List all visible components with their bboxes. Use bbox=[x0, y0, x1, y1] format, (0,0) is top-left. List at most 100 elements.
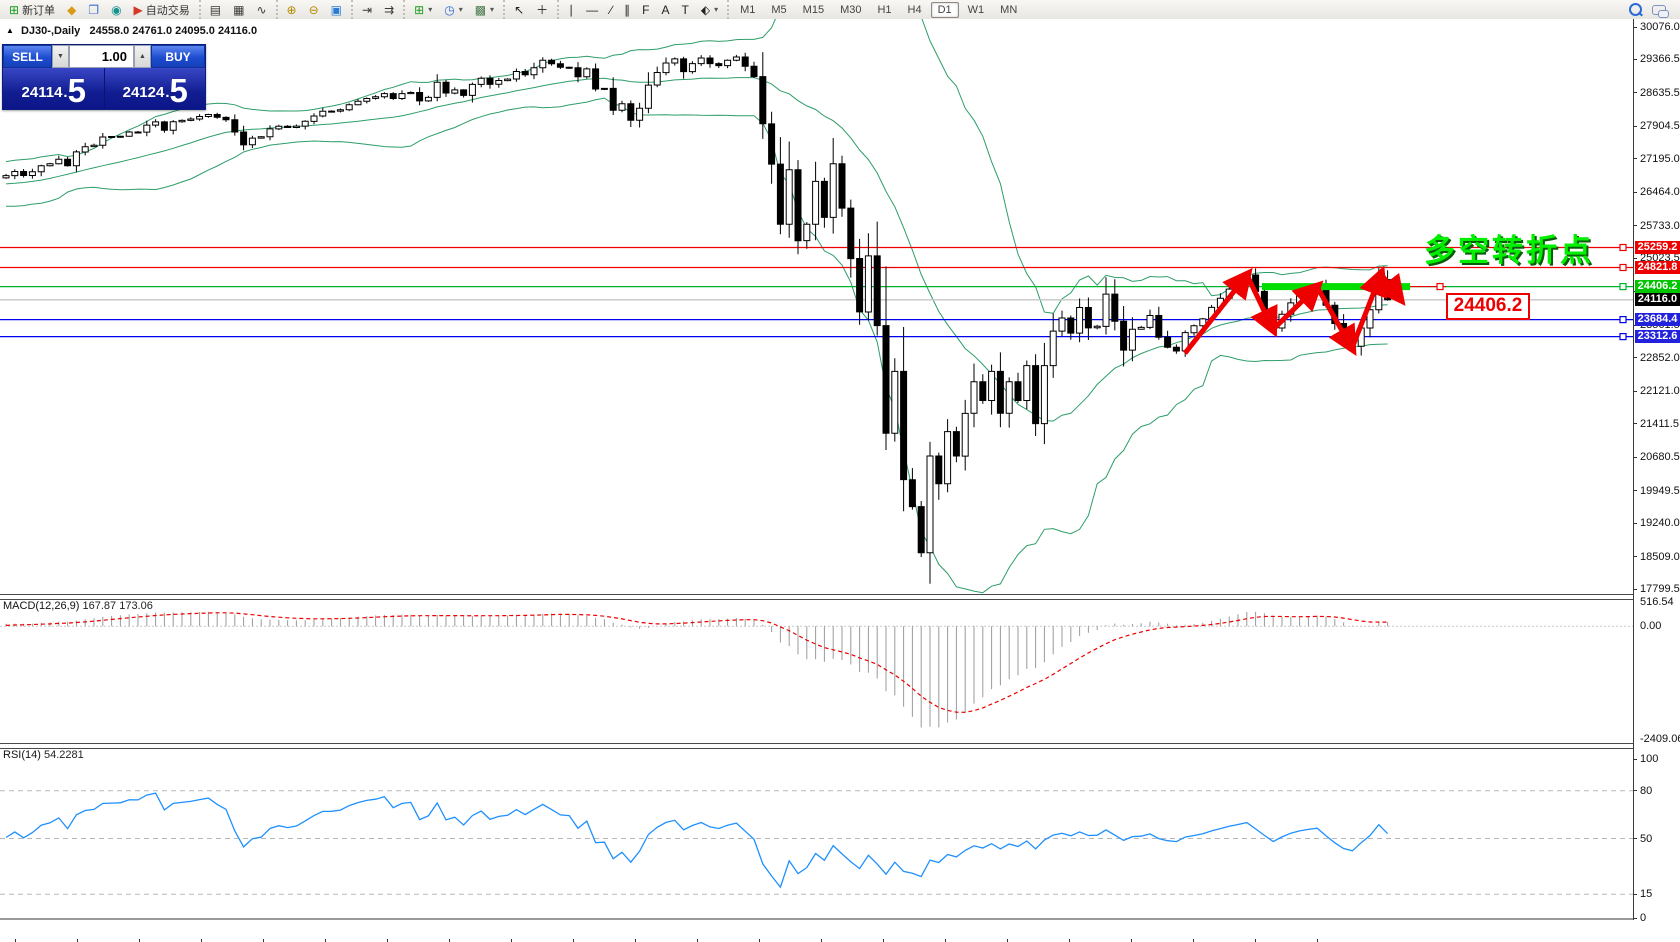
zoom-in-button[interactable]: ⊕ bbox=[282, 2, 302, 18]
zoom-out-button[interactable]: ⊖ bbox=[304, 2, 324, 18]
templates-button[interactable]: ▩ ▾ bbox=[470, 2, 499, 18]
macd-pane-canvas[interactable] bbox=[0, 598, 1633, 743]
x-axis-tickmark bbox=[511, 939, 512, 942]
x-axis-tickmark bbox=[77, 939, 78, 942]
buy-button[interactable]: BUY bbox=[151, 45, 205, 68]
signals-button[interactable]: ◉ bbox=[106, 2, 126, 18]
chevron-down-icon: ▾ bbox=[428, 5, 433, 14]
price-level-tag[interactable]: 23684.4 bbox=[1635, 313, 1680, 327]
timeframe-d1-button[interactable]: D1 bbox=[930, 1, 959, 18]
timeframe-m1-button[interactable]: M1 bbox=[740, 3, 756, 16]
arrows-button[interactable]: ⬖ ▾ bbox=[696, 2, 723, 18]
x-axis-tickmark bbox=[883, 939, 884, 942]
cursor-icon: ↖ bbox=[514, 2, 525, 17]
toolbar-group-timeframes: M1 M5 M15 M30 H1 H4 D1 W1 MN bbox=[727, 0, 1028, 19]
line-chart-button[interactable]: ∿ bbox=[251, 2, 271, 18]
gold-symbols-icon: ◆ bbox=[67, 2, 77, 17]
line-chart-icon: ∿ bbox=[256, 2, 267, 17]
toolbar-group-main: ⊞ 新订单 ◆ ❐ ◉ ▶ 自动交易 bbox=[0, 0, 199, 19]
pane-separator[interactable] bbox=[0, 594, 1633, 600]
crosshair-icon: ＋ bbox=[536, 2, 549, 17]
y-axis-tick-label: 22852.0 bbox=[1640, 351, 1680, 364]
bar-chart-button[interactable]: ▤ bbox=[205, 2, 226, 18]
y-axis-tickmark bbox=[1633, 390, 1637, 392]
candlestick-chart-button[interactable]: ▦ bbox=[228, 2, 249, 18]
buy-price-int: 24124 bbox=[122, 84, 165, 101]
new-order-button[interactable]: ⊞ 新订单 bbox=[4, 0, 60, 20]
y-axis-tick-label: 18509.0 bbox=[1640, 550, 1680, 563]
new-order-icon: ⊞ bbox=[9, 2, 20, 17]
text-label-icon: T bbox=[681, 2, 689, 17]
y-axis-tickmark bbox=[1633, 456, 1637, 458]
chat-icon[interactable] bbox=[1652, 4, 1669, 18]
timeframe-mn-button[interactable]: MN bbox=[1000, 3, 1018, 16]
volume-input[interactable]: 1.00 bbox=[69, 45, 134, 68]
price-level-tag[interactable]: 23312.6 bbox=[1635, 330, 1680, 344]
y-axis-tickmark bbox=[1633, 257, 1637, 259]
profiles-button[interactable]: ◷ ▾ bbox=[439, 2, 468, 18]
crosshair-button[interactable]: ＋ bbox=[531, 2, 553, 18]
auto-trading-button[interactable]: ▶ 自动交易 bbox=[129, 0, 195, 20]
horizontal-line-button[interactable]: — bbox=[581, 2, 603, 18]
cursor-button[interactable]: ↖ bbox=[509, 2, 529, 18]
y-axis-tickmark bbox=[1633, 158, 1637, 160]
timeframe-h1-button[interactable]: H1 bbox=[877, 3, 892, 16]
timeframe-m5-button[interactable]: M5 bbox=[771, 3, 787, 16]
text-button[interactable]: A bbox=[657, 2, 675, 18]
macd-scale-zero: 0.00 bbox=[1640, 620, 1662, 633]
trend-line-button[interactable]: ∕ bbox=[605, 2, 617, 18]
rsi-tickmark bbox=[1633, 838, 1637, 839]
chart-shift-icon: ⇥ bbox=[362, 2, 373, 17]
sell-price[interactable]: 24114. 5 bbox=[3, 68, 105, 109]
rsi-pane-canvas[interactable] bbox=[0, 747, 1633, 920]
toolbar-group-scroll: ⇥ ⇉ bbox=[351, 0, 403, 19]
auto-scroll-button[interactable]: ⇉ bbox=[379, 2, 399, 18]
price-level-tag[interactable]: 24821.8 bbox=[1635, 261, 1680, 275]
tile-windows-button[interactable]: ▣ bbox=[326, 2, 347, 18]
chevron-down-icon: ▾ bbox=[458, 5, 463, 14]
volume-decrease-button[interactable]: ▼ bbox=[52, 45, 69, 68]
new-order-label: 新订单 bbox=[22, 4, 56, 17]
fibonacci-button[interactable]: F bbox=[637, 2, 654, 18]
equidistant-channel-button[interactable]: ∥ bbox=[619, 2, 635, 18]
toolbar-group-zoom: ⊕ ⊖ ▣ bbox=[275, 0, 351, 19]
price-axis[interactable] bbox=[1633, 19, 1634, 920]
timeframe-w1-button[interactable]: W1 bbox=[967, 3, 985, 16]
sell-price-int: 24114 bbox=[21, 84, 63, 101]
timeframe-m15-button[interactable]: M15 bbox=[802, 3, 825, 16]
vertical-line-icon: ∣ bbox=[568, 2, 575, 17]
x-axis-tickmark bbox=[263, 939, 264, 942]
y-axis-tickmark bbox=[1633, 522, 1637, 524]
price-callout-box[interactable]: 24406.2 bbox=[1446, 292, 1530, 320]
toolbar-group-windows: ⊞ ▾ ◷ ▾ ▩ ▾ bbox=[403, 0, 503, 19]
sell-button[interactable]: SELL bbox=[3, 45, 52, 68]
volume-increase-button[interactable]: ▲ bbox=[134, 45, 151, 68]
gold-symbols-button[interactable]: ◆ bbox=[62, 2, 81, 18]
chart-shift-button[interactable]: ⇥ bbox=[357, 2, 377, 18]
turning-point-annotation[interactable]: 多空转折点 bbox=[1424, 233, 1594, 268]
bar-chart-icon: ▤ bbox=[209, 2, 222, 17]
y-axis-tick-label: 22121.0 bbox=[1640, 385, 1680, 398]
y-axis-tickmark bbox=[1633, 357, 1637, 359]
y-axis-tickmark bbox=[1633, 423, 1637, 425]
price-level-tag[interactable]: 25259.2 bbox=[1635, 241, 1680, 254]
market-watch-window-button[interactable]: ❐ bbox=[83, 2, 104, 18]
pane-separator[interactable] bbox=[0, 743, 1633, 749]
search-icon[interactable] bbox=[1629, 3, 1642, 16]
main-chart-canvas[interactable] bbox=[0, 19, 1633, 595]
trend-line-icon: ∕ bbox=[610, 2, 613, 17]
price-level-tag[interactable]: 24406.2 bbox=[1635, 280, 1680, 294]
market-watch-window-icon: ❐ bbox=[88, 2, 100, 17]
y-axis-tick-label: 17799.5 bbox=[1640, 583, 1680, 595]
rsi-label: RSI(14) 54.2281 bbox=[3, 749, 84, 761]
buy-price[interactable]: 24124. 5 bbox=[122, 72, 188, 109]
text-label-button[interactable]: T bbox=[677, 2, 694, 18]
x-axis-tickmark bbox=[15, 939, 16, 942]
new-chart-button[interactable]: ⊞ ▾ bbox=[409, 2, 437, 18]
collapse-triangle-icon[interactable]: ▲ bbox=[6, 26, 14, 35]
timeframe-m30-button[interactable]: M30 bbox=[840, 3, 862, 16]
arrows-icon: ⬖ bbox=[700, 2, 711, 17]
vertical-line-button[interactable]: ∣ bbox=[563, 2, 579, 18]
x-axis-tickmark bbox=[1317, 939, 1318, 942]
timeframe-h4-button[interactable]: H4 bbox=[907, 3, 922, 16]
